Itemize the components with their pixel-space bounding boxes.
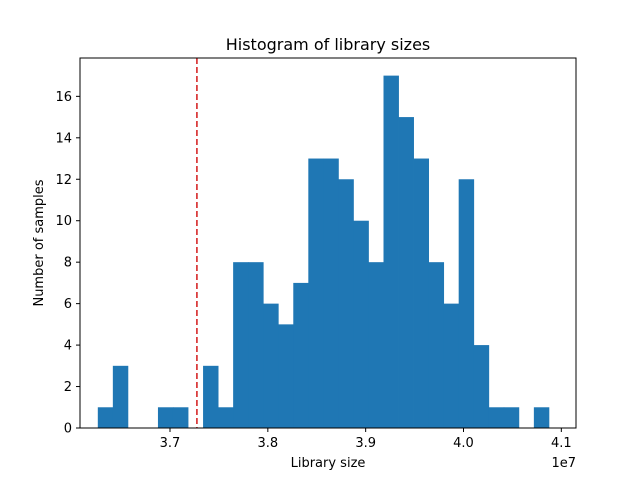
histogram-bar (278, 324, 294, 428)
histogram-bar (383, 75, 399, 428)
histogram-bar (353, 220, 369, 428)
histogram-bar (443, 303, 460, 428)
histogram-bar (172, 407, 189, 428)
y-tick-label: 2 (64, 380, 72, 395)
y-axis-label: Number of samples (32, 179, 47, 306)
histogram-bar (533, 407, 550, 428)
histogram-bar (473, 345, 490, 428)
x-axis-label: Library size (291, 456, 366, 471)
histogram-bar (488, 407, 505, 428)
chart-title: Histogram of library sizes (226, 35, 431, 54)
histogram-bar (323, 158, 339, 428)
histogram-bar (112, 365, 129, 428)
histogram-bars (97, 75, 550, 429)
histogram-bar (218, 407, 234, 428)
y-tick-label: 6 (64, 297, 72, 312)
histogram-bar (338, 179, 354, 428)
y-tick-label: 12 (55, 173, 72, 188)
plot-frame (79, 57, 577, 429)
histogram-bar (368, 262, 384, 428)
y-tick-label: 16 (55, 90, 72, 105)
x-tick-label: 4.0 (453, 436, 474, 451)
x-tick-label: 3.7 (160, 436, 181, 451)
histogram-bar (203, 365, 219, 428)
y-axis-ticks: 0 2 4 6 8 10 12 14 16 (55, 90, 80, 437)
y-tick-label: 10 (55, 214, 72, 229)
histogram-bar (263, 303, 279, 428)
x-axis-offset-label: 1e7 (551, 456, 576, 471)
y-tick-label: 4 (64, 339, 72, 354)
histogram-bar (428, 262, 445, 428)
x-tick-label: 3.8 (257, 436, 278, 451)
histogram-bar (97, 407, 114, 428)
histogram-bar (248, 262, 264, 428)
histogram-bar (293, 282, 309, 428)
x-axis-ticks: 3.7 3.8 3.9 4.0 4.1 (160, 428, 572, 451)
histogram-bar (398, 117, 414, 429)
histogram-bar (233, 262, 249, 428)
x-tick-label: 3.9 (355, 436, 376, 451)
histogram-bar (157, 407, 174, 428)
y-tick-label: 14 (55, 131, 72, 146)
histogram-bar (413, 158, 430, 428)
x-tick-label: 4.1 (551, 436, 572, 451)
histogram-bar (308, 158, 324, 428)
y-tick-label: 8 (64, 256, 72, 271)
histogram-bar (458, 179, 475, 428)
histogram-bar (503, 407, 520, 428)
y-tick-label: 0 (64, 422, 72, 437)
